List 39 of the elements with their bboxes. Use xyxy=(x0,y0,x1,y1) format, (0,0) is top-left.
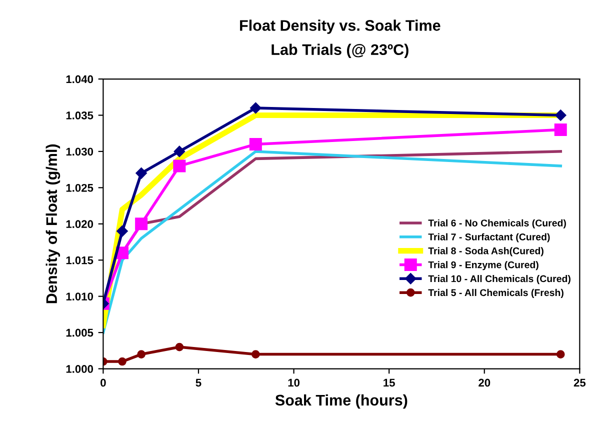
y-tick-label: 1.020 xyxy=(66,220,94,228)
point xyxy=(137,350,146,358)
y-tick-label: 1.005 xyxy=(66,328,94,337)
x-tick-label: 10 xyxy=(288,378,300,387)
y-tick-label: 1.035 xyxy=(66,112,94,120)
point xyxy=(174,146,186,158)
y-tick-label: 1.010 xyxy=(66,292,94,300)
point xyxy=(118,357,126,366)
point xyxy=(175,342,184,352)
point xyxy=(135,218,148,230)
legend-label: Trial 5 - All Chemicals (Fresh) xyxy=(428,288,564,298)
legend-label: Trial 6 - No Chemicals (Cured) xyxy=(428,219,566,228)
point xyxy=(250,102,262,114)
point xyxy=(136,168,147,179)
point xyxy=(116,226,128,237)
y-tick-label: 1.015 xyxy=(66,256,94,264)
x-tick-label: 25 xyxy=(574,378,586,387)
y-tick-label: 1.040 xyxy=(66,75,94,84)
legend-label: Trial 10 - All Chemicals (Cured) xyxy=(428,275,570,284)
point xyxy=(554,123,567,136)
y-axis-title: Density of Float (g/ml) xyxy=(46,144,60,304)
x-tick-label: 15 xyxy=(384,378,395,387)
point xyxy=(249,138,262,150)
x-axis-title: Soak Time (hours) xyxy=(275,394,408,409)
point xyxy=(252,350,260,358)
legend-label: Trial 9 - Enzyme (Cured) xyxy=(428,261,538,270)
y-tick-label: 1.030 xyxy=(66,148,94,156)
chart-subtitle: Lab Trials (@ 23ºC) xyxy=(272,44,408,58)
chart-title: Float Density vs. Soak Time xyxy=(240,20,440,34)
x-tick-label: 5 xyxy=(196,378,202,387)
x-tick-label: 0 xyxy=(100,378,106,387)
legend-label: Trial 8 - Soda Ash(Cured) xyxy=(428,247,544,256)
point xyxy=(173,160,186,172)
y-tick-label: 1.025 xyxy=(66,184,94,192)
point xyxy=(555,110,566,121)
point xyxy=(556,350,565,358)
x-tick-label: 20 xyxy=(478,378,490,387)
y-tick-label: 1.000 xyxy=(66,365,94,373)
legend-label: Trial 7 - Surfactant (Cured) xyxy=(428,233,550,242)
